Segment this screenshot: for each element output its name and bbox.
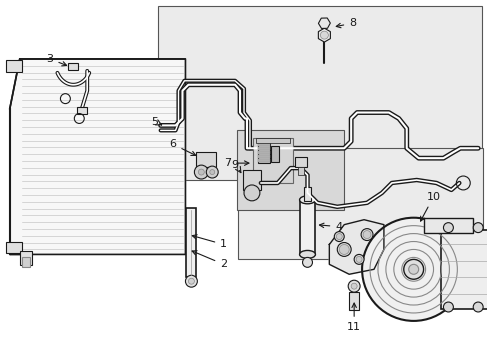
Polygon shape: [10, 59, 185, 255]
Circle shape: [472, 302, 482, 312]
Text: 6: 6: [169, 139, 195, 156]
Bar: [6, 242, 21, 253]
Bar: [6, 60, 21, 72]
Bar: [270, 146, 278, 162]
Circle shape: [188, 278, 194, 284]
Bar: [257, 159, 269, 162]
Bar: [186, 208, 196, 277]
Circle shape: [185, 275, 197, 287]
Circle shape: [339, 244, 348, 255]
Bar: [257, 143, 269, 146]
Circle shape: [337, 243, 350, 256]
Circle shape: [443, 302, 452, 312]
Bar: [237, 130, 344, 210]
Bar: [257, 147, 269, 150]
Bar: [257, 143, 269, 163]
Text: 10: 10: [420, 192, 440, 221]
Bar: [303, 187, 311, 201]
Ellipse shape: [299, 251, 315, 258]
Circle shape: [334, 231, 344, 242]
Circle shape: [194, 165, 208, 179]
Bar: [238, 148, 482, 260]
Bar: [297, 167, 303, 175]
Circle shape: [353, 255, 364, 264]
Bar: [77, 107, 87, 113]
Bar: [255, 138, 289, 143]
Text: 7: 7: [224, 158, 248, 168]
Circle shape: [408, 264, 418, 274]
Circle shape: [403, 260, 423, 279]
Text: 1: 1: [192, 235, 227, 249]
Circle shape: [443, 223, 452, 233]
Bar: [196, 152, 216, 167]
Text: 3: 3: [46, 54, 66, 66]
Bar: [441, 230, 488, 309]
Circle shape: [350, 283, 356, 289]
Bar: [299, 200, 315, 255]
Circle shape: [244, 185, 259, 201]
Circle shape: [472, 223, 482, 233]
Circle shape: [355, 256, 361, 262]
Text: 9: 9: [230, 160, 238, 170]
Circle shape: [347, 280, 359, 292]
Circle shape: [361, 218, 464, 321]
Bar: [21, 257, 30, 267]
Bar: [157, 6, 481, 180]
Bar: [348, 292, 358, 310]
Text: 2: 2: [192, 251, 227, 269]
Circle shape: [198, 169, 204, 175]
Circle shape: [206, 166, 218, 178]
Bar: [68, 63, 78, 70]
Bar: [243, 170, 260, 190]
Bar: [20, 251, 32, 265]
Polygon shape: [328, 220, 383, 274]
Bar: [257, 151, 269, 154]
Circle shape: [320, 31, 327, 39]
Bar: [252, 138, 292, 183]
Text: 11: 11: [346, 303, 361, 332]
Bar: [294, 157, 306, 167]
Circle shape: [302, 257, 312, 267]
Text: 4: 4: [319, 222, 342, 231]
Circle shape: [336, 234, 342, 239]
Circle shape: [209, 170, 214, 175]
Text: 5: 5: [151, 117, 158, 127]
Text: 8: 8: [336, 18, 356, 28]
Ellipse shape: [299, 196, 315, 204]
Circle shape: [362, 231, 370, 239]
Bar: [257, 155, 269, 158]
Bar: [423, 218, 472, 233]
Circle shape: [360, 229, 372, 240]
